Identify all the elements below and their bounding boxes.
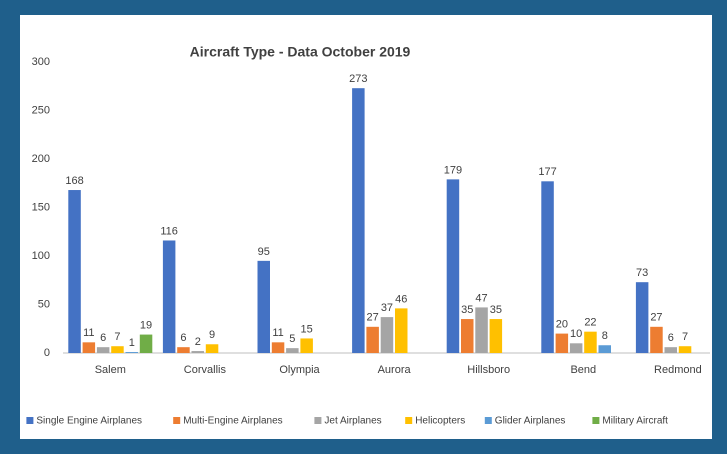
legend-swatch [173, 417, 181, 424]
value-label: 10 [570, 328, 582, 340]
value-label: 6 [100, 332, 106, 344]
x-tick-label: Bend [570, 364, 596, 376]
value-label: 20 [556, 319, 568, 331]
bar [380, 317, 394, 353]
bar [257, 260, 270, 353]
legend-swatch [314, 417, 322, 424]
bar [162, 240, 176, 353]
value-label: 273 [349, 73, 367, 85]
value-label: 6 [668, 332, 674, 344]
x-tick-label: Redmond [654, 364, 702, 376]
bar [475, 307, 488, 353]
bar [352, 88, 365, 353]
value-label: 46 [395, 293, 407, 305]
value-label: 9 [209, 329, 215, 341]
value-label: 11 [83, 327, 94, 339]
y-tick-label: 0 [44, 347, 50, 359]
bar [664, 347, 677, 353]
bar [489, 319, 503, 353]
bar [366, 326, 379, 353]
value-label: 35 [490, 304, 502, 316]
bar [598, 345, 611, 353]
value-label: 37 [381, 302, 393, 314]
legend-label: Single Engine Airplanes [36, 416, 142, 427]
x-tick-label: Salem [95, 364, 126, 376]
bar [555, 333, 569, 353]
value-label: 11 [272, 327, 283, 339]
legend-label: Multi-Engine Airplanes [183, 416, 283, 427]
legend-label: Glider Airplanes [495, 416, 566, 427]
y-tick-label: 150 [32, 201, 50, 213]
value-label: 19 [140, 319, 152, 331]
bar [68, 190, 81, 353]
y-tick-label: 200 [32, 153, 50, 165]
chart-title: Aircraft Type - Data October 2019 [190, 44, 411, 60]
value-label: 1 [129, 337, 135, 349]
bar [395, 308, 408, 353]
value-label: 15 [301, 323, 313, 335]
bar [286, 348, 299, 353]
value-label: 27 [650, 312, 662, 324]
value-label: 73 [636, 267, 648, 279]
value-label: 5 [289, 333, 295, 345]
legend-swatch [592, 417, 600, 424]
bar [650, 326, 663, 353]
bar [541, 181, 554, 353]
bar [678, 346, 692, 353]
bar [300, 338, 313, 353]
bar [139, 334, 153, 353]
value-label: 35 [461, 304, 473, 316]
y-tick-label: 50 [38, 298, 50, 310]
bar [584, 331, 597, 353]
value-label: 7 [114, 331, 120, 343]
value-label: 6 [180, 332, 186, 344]
value-label: 47 [475, 292, 487, 304]
value-label: 168 [65, 175, 83, 187]
y-tick-label: 250 [32, 104, 50, 116]
value-label: 177 [538, 166, 556, 178]
legend-label: Jet Airplanes [324, 416, 381, 427]
bar [177, 347, 190, 353]
legend-label: Military Aircraft [602, 416, 668, 427]
value-label: 8 [602, 330, 608, 342]
legend-swatch [484, 417, 492, 424]
bar [271, 342, 285, 353]
bar [446, 179, 460, 353]
x-tick-label: Hillsboro [467, 364, 510, 376]
bar [111, 346, 124, 353]
bar [191, 351, 204, 353]
value-label: 179 [444, 164, 462, 176]
legend-swatch [405, 417, 413, 424]
value-label: 95 [258, 246, 270, 258]
legend-label: Helicopters [415, 416, 465, 427]
bar [125, 352, 138, 353]
y-tick-label: 300 [32, 56, 50, 68]
panel [20, 15, 712, 439]
bar [635, 282, 649, 353]
value-label: 22 [584, 317, 596, 329]
bar [82, 342, 96, 353]
x-tick-label: Aurora [378, 364, 412, 376]
legend-swatch [26, 417, 34, 424]
bar [205, 344, 219, 353]
y-tick-label: 100 [32, 250, 50, 262]
x-tick-label: Olympia [279, 364, 320, 376]
bar [461, 319, 474, 353]
bar [96, 347, 110, 353]
value-label: 116 [160, 225, 178, 237]
value-label: 7 [682, 331, 688, 343]
value-label: 2 [195, 336, 201, 348]
x-tick-label: Corvallis [184, 364, 227, 376]
value-label: 27 [367, 312, 379, 324]
bar [569, 343, 583, 353]
